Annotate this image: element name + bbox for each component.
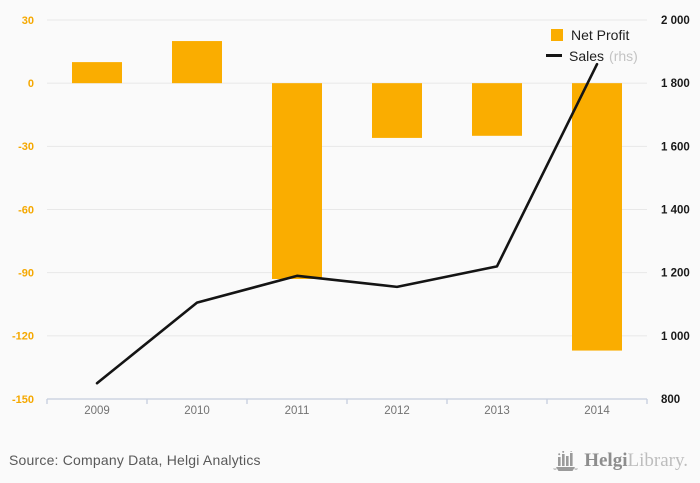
left-axis-tick-label: -120 xyxy=(12,331,34,343)
sales-line xyxy=(95,62,599,385)
net-profit-bar-2013 xyxy=(472,83,522,136)
net-profit-bar-2012 xyxy=(372,83,422,138)
logo-text-library: Library. xyxy=(627,449,689,471)
x-axis-label-2012: 2012 xyxy=(384,405,410,417)
net-profit-bar-2010 xyxy=(172,41,222,84)
left-axis-tick-label: -60 xyxy=(18,204,34,216)
right-axis-tick-label: 1 800 xyxy=(661,78,690,90)
net-profit-bar-2009 xyxy=(72,62,122,84)
left-axis-tick-label: 30 xyxy=(22,15,34,27)
chart-footer: Source: Company Data, Helgi Analytics He… xyxy=(0,444,700,483)
left-axis-tick-label: 0 xyxy=(28,78,34,90)
net-profit-bar-2014 xyxy=(572,83,622,351)
combo-chart-canvas: 30 0 -30 -60 -90 -120 -150 2 000 1 800 1 600 1 400… xyxy=(12,15,690,417)
x-axis-label-2014: 2014 xyxy=(584,405,610,417)
left-axis-tick-label: -150 xyxy=(12,394,34,406)
x-axis-label-2013: 2013 xyxy=(484,405,510,417)
chart-area: 30 0 -30 -60 -90 -120 -150 2 000 1 800 1 600 1 400… xyxy=(12,15,690,417)
source-note: Source: Company Data, Helgi Analytics xyxy=(9,452,261,468)
x-axis-label-2010: 2010 xyxy=(184,405,210,417)
sales-line-marker-icon xyxy=(546,54,562,57)
legend-label-net-profit: Net Profit xyxy=(571,26,630,43)
x-axis-label-2011: 2011 xyxy=(285,405,310,417)
legend-item-sales: Sales (rhs) xyxy=(546,47,638,64)
helgi-ship-icon xyxy=(553,451,579,471)
net-profit-swatch-icon xyxy=(551,28,563,41)
legend-label-sales: Sales xyxy=(569,47,605,64)
legend-label-sales-rhs: (rhs) xyxy=(609,47,638,64)
right-axis-tick-label: 2 000 xyxy=(661,15,690,27)
right-axis-tick-label: 800 xyxy=(661,394,680,406)
right-axis-tick-label: 1 400 xyxy=(661,205,690,217)
right-axis-tick-label: 1 200 xyxy=(661,268,690,280)
x-axis-label-2009: 2009 xyxy=(84,405,110,417)
logo-text-helgi: Helgi xyxy=(584,449,628,471)
left-axis-tick-label: -90 xyxy=(18,268,34,280)
right-axis-tick-label: 1 600 xyxy=(661,141,690,153)
chart-legend: Net Profit Sales (rhs) xyxy=(546,26,638,64)
right-axis-tick-label: 1 000 xyxy=(661,331,690,343)
helgi-library-logo: Helgi Library. xyxy=(553,448,688,473)
legend-item-net-profit: Net Profit xyxy=(546,26,638,43)
left-axis-tick-label: -30 xyxy=(18,141,34,153)
net-profit-bar-2011 xyxy=(272,83,322,279)
